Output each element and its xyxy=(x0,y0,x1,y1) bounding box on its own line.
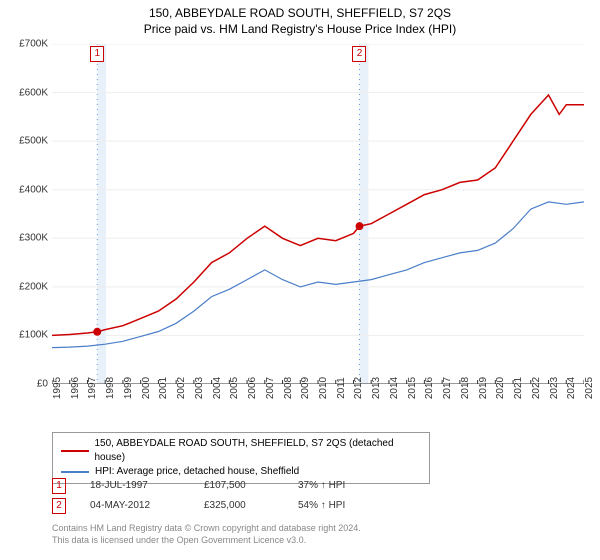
y-tick-label: £400K xyxy=(19,184,48,195)
x-tick-label: 2008 xyxy=(283,377,294,399)
chart-svg xyxy=(52,44,584,384)
x-tick-label: 2019 xyxy=(478,377,489,399)
x-tick-label: 1999 xyxy=(123,377,134,399)
x-tick-label: 2017 xyxy=(442,377,453,399)
x-tick-label: 2005 xyxy=(229,377,240,399)
event-date: 04-MAY-2012 xyxy=(90,496,180,516)
y-tick-label: £600K xyxy=(19,87,48,98)
series-price_paid xyxy=(52,95,584,335)
x-tick-label: 2003 xyxy=(194,377,205,399)
event-row: 1 18-JUL-1997 £107,500 37% ↑ HPI xyxy=(52,476,345,496)
y-tick-label: £300K xyxy=(19,233,48,244)
legend-swatch xyxy=(61,471,89,473)
x-tick-label: 2000 xyxy=(141,377,152,399)
x-tick-label: 1998 xyxy=(105,377,116,399)
footer-line-1: Contains HM Land Registry data © Crown c… xyxy=(52,522,361,534)
x-tick-label: 2014 xyxy=(389,377,400,399)
legend-label: 150, ABBEYDALE ROAD SOUTH, SHEFFIELD, S7… xyxy=(95,437,422,465)
legend-row: 150, ABBEYDALE ROAD SOUTH, SHEFFIELD, S7… xyxy=(61,437,421,465)
x-tick-label: 2024 xyxy=(566,377,577,399)
events-table: 1 18-JUL-1997 £107,500 37% ↑ HPI 2 04-MAY-201… xyxy=(52,476,345,516)
x-tick-label: 2001 xyxy=(158,377,169,399)
title-line-2: Price paid vs. HM Land Registry's House … xyxy=(0,22,600,36)
x-tick-label: 2020 xyxy=(495,377,506,399)
y-tick-label: £500K xyxy=(19,136,48,147)
x-tick-label: 1997 xyxy=(87,377,98,399)
x-tick-label: 2025 xyxy=(584,377,595,399)
series-marker xyxy=(355,222,363,230)
x-tick-label: 1996 xyxy=(70,377,81,399)
footer-attribution: Contains HM Land Registry data © Crown c… xyxy=(52,522,361,546)
x-tick-label: 2022 xyxy=(531,377,542,399)
title-line-1: 150, ABBEYDALE ROAD SOUTH, SHEFFIELD, S7… xyxy=(0,6,600,20)
x-tick-label: 2004 xyxy=(212,377,223,399)
event-hpi-note: 54% ↑ HPI xyxy=(298,496,345,516)
x-tick-label: 2015 xyxy=(407,377,418,399)
x-tick-label: 2016 xyxy=(424,377,435,399)
x-tick-label: 2023 xyxy=(549,377,560,399)
footer-line-2: This data is licensed under the Open Gov… xyxy=(52,534,361,546)
x-tick-label: 2010 xyxy=(318,377,329,399)
x-tick-label: 2011 xyxy=(336,377,347,399)
event-row-marker: 1 xyxy=(52,478,66,494)
y-tick-label: £0 xyxy=(37,379,48,390)
y-tick-label: £100K xyxy=(19,330,48,341)
series-marker xyxy=(93,328,101,336)
event-row-marker: 2 xyxy=(52,498,66,514)
event-price: £325,000 xyxy=(204,496,274,516)
chart-title-block: 150, ABBEYDALE ROAD SOUTH, SHEFFIELD, S7… xyxy=(0,0,600,40)
legend-swatch xyxy=(61,450,89,452)
x-tick-label: 2002 xyxy=(176,377,187,399)
event-hpi-note: 37% ↑ HPI xyxy=(298,476,345,496)
x-tick-label: 1995 xyxy=(52,377,63,399)
event-row: 2 04-MAY-2012 £325,000 54% ↑ HPI xyxy=(52,496,345,516)
event-price: £107,500 xyxy=(204,476,274,496)
event-marker-box: 1 xyxy=(90,46,104,62)
chart-area: £0£100K£200K£300K£400K£500K£600K£700K199… xyxy=(52,44,584,384)
x-tick-label: 2021 xyxy=(513,377,524,399)
x-tick-label: 2013 xyxy=(371,377,382,399)
event-date: 18-JUL-1997 xyxy=(90,476,180,496)
x-tick-label: 2007 xyxy=(265,377,276,399)
series-hpi xyxy=(52,202,584,348)
y-tick-label: £200K xyxy=(19,281,48,292)
x-tick-label: 2012 xyxy=(353,377,364,399)
x-tick-label: 2009 xyxy=(300,377,311,399)
x-tick-label: 2018 xyxy=(460,377,471,399)
shaded-period xyxy=(359,44,368,384)
x-tick-label: 2006 xyxy=(247,377,258,399)
event-marker-box: 2 xyxy=(352,46,366,62)
y-tick-label: £700K xyxy=(19,39,48,50)
